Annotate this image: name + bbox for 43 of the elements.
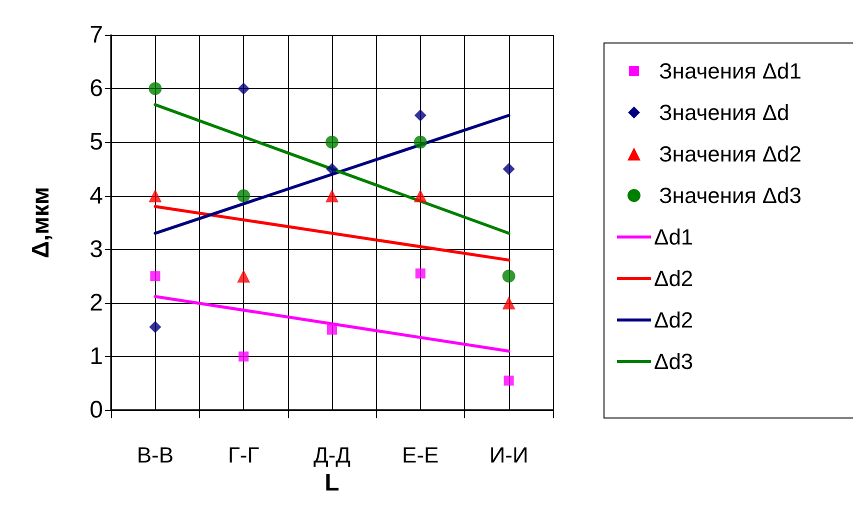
point — [414, 189, 427, 202]
legend-label: Δd2 — [654, 266, 694, 291]
y-tick-label: 5 — [90, 128, 103, 156]
legend-label: Δd3 — [654, 349, 694, 374]
point — [326, 189, 338, 202]
legend-label: Значения Δd — [659, 100, 790, 125]
point — [148, 82, 162, 96]
point — [327, 324, 337, 335]
x-tick-label: Е-Е — [402, 442, 439, 468]
y-tick-label: 7 — [90, 22, 103, 48]
point — [237, 189, 250, 202]
point — [238, 352, 249, 362]
y-tick-label: 1 — [90, 343, 103, 370]
y-tick-label: 2 — [90, 289, 103, 316]
x-axis-title: L — [324, 470, 340, 496]
x-tick-label: И-И — [489, 442, 528, 468]
point — [502, 296, 516, 310]
point — [326, 162, 338, 175]
point — [504, 376, 514, 386]
x-tick-label: Г-Г — [228, 442, 260, 468]
y-tick-label: 3 — [90, 236, 103, 263]
legend-label: Значения Δd3 — [659, 183, 802, 208]
legend-label: Значения Δd2 — [659, 142, 802, 166]
point — [149, 321, 162, 334]
point — [502, 270, 516, 283]
y-tick-label: 6 — [90, 75, 103, 102]
y-axis-title: Δ,мкм — [28, 186, 54, 258]
y-tick-label: 0 — [90, 396, 103, 424]
x-tick-label: В-В — [136, 442, 174, 468]
y-tick-label: 4 — [90, 182, 103, 210]
legend-label: Δd2 — [654, 308, 694, 332]
x-tick-label: Д-Д — [313, 442, 351, 468]
point — [237, 270, 250, 283]
legend-label: Значения Δd1 — [659, 58, 802, 84]
point — [150, 271, 160, 282]
point — [238, 82, 250, 95]
point — [502, 162, 515, 175]
legend-label: Δd1 — [654, 224, 694, 250]
point — [415, 268, 426, 278]
point — [414, 109, 426, 122]
point — [414, 136, 427, 149]
point — [148, 189, 162, 202]
point — [326, 136, 338, 149]
